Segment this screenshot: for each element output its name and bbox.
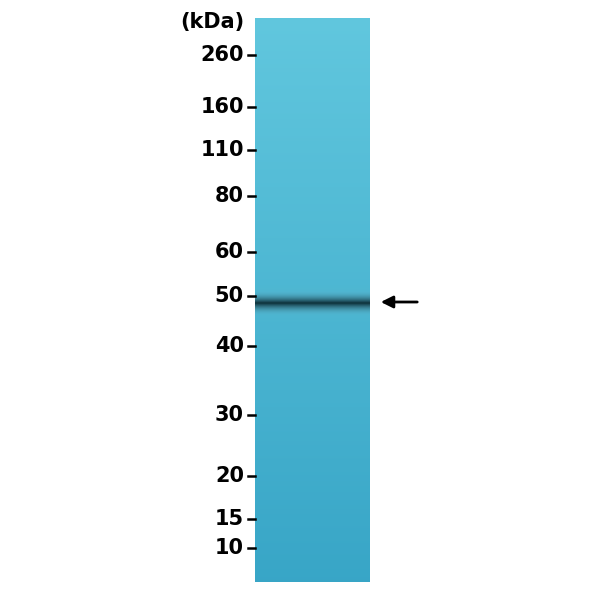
Text: 30: 30 [215, 405, 244, 425]
Text: 40: 40 [215, 336, 244, 356]
Text: 160: 160 [200, 97, 244, 117]
Text: (kDa): (kDa) [180, 12, 244, 32]
Text: 10: 10 [215, 538, 244, 558]
Text: 20: 20 [215, 466, 244, 486]
Text: 60: 60 [215, 242, 244, 262]
Text: 15: 15 [215, 509, 244, 529]
Text: 110: 110 [200, 140, 244, 160]
Text: 260: 260 [200, 45, 244, 65]
Text: 50: 50 [215, 286, 244, 306]
Text: 80: 80 [215, 186, 244, 206]
